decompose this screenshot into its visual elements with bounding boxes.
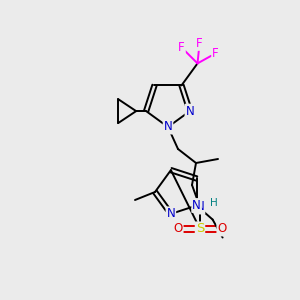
Text: F: F [212, 47, 219, 60]
Text: F: F [196, 37, 203, 50]
Text: N: N [185, 105, 194, 118]
Text: S: S [196, 223, 204, 236]
Text: N: N [192, 199, 201, 212]
Text: O: O [173, 223, 183, 236]
Text: O: O [218, 223, 226, 236]
Text: H: H [210, 198, 218, 208]
Text: F: F [178, 41, 185, 54]
Text: N: N [164, 121, 172, 134]
Text: N: N [167, 207, 175, 220]
Text: N: N [196, 200, 204, 214]
